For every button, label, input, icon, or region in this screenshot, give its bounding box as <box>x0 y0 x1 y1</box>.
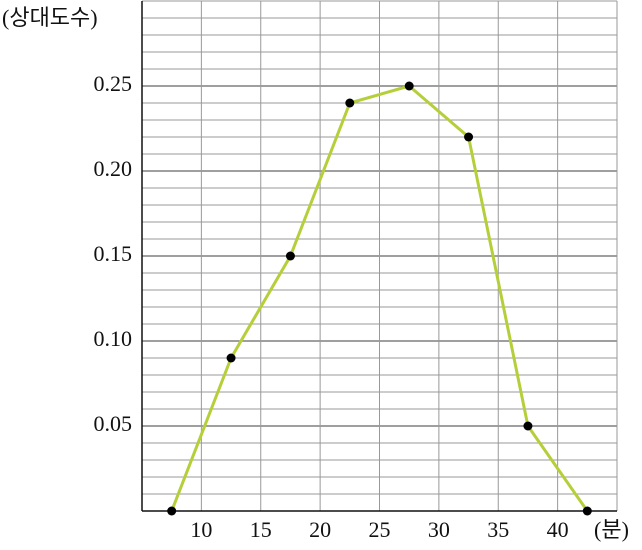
x-tick-label: 40 <box>547 517 569 542</box>
point <box>582 506 592 516</box>
line <box>170 84 589 512</box>
point <box>167 506 177 516</box>
x-tick-label: 10 <box>190 517 212 542</box>
x-tick-label: 20 <box>309 517 331 542</box>
x-axis-label: (분) <box>594 517 629 542</box>
y-tick-label: 0.20 <box>94 156 133 181</box>
y-tick-label: 0.10 <box>94 326 133 351</box>
point <box>404 81 414 91</box>
x-tick-label: 15 <box>250 517 272 542</box>
x-tick-label: 30 <box>428 517 450 542</box>
point <box>523 421 533 431</box>
x-tick-label: 35 <box>487 517 509 542</box>
point <box>285 251 295 261</box>
y-axis-label: (상대도수) <box>2 5 98 30</box>
point <box>345 98 355 108</box>
point <box>464 132 474 142</box>
y-tick-label: 0.25 <box>94 71 133 96</box>
y-tick-label: 0.15 <box>94 241 133 266</box>
x-tick-label: 25 <box>369 517 391 542</box>
point <box>226 353 236 363</box>
y-tick-label: 0.05 <box>94 411 133 436</box>
